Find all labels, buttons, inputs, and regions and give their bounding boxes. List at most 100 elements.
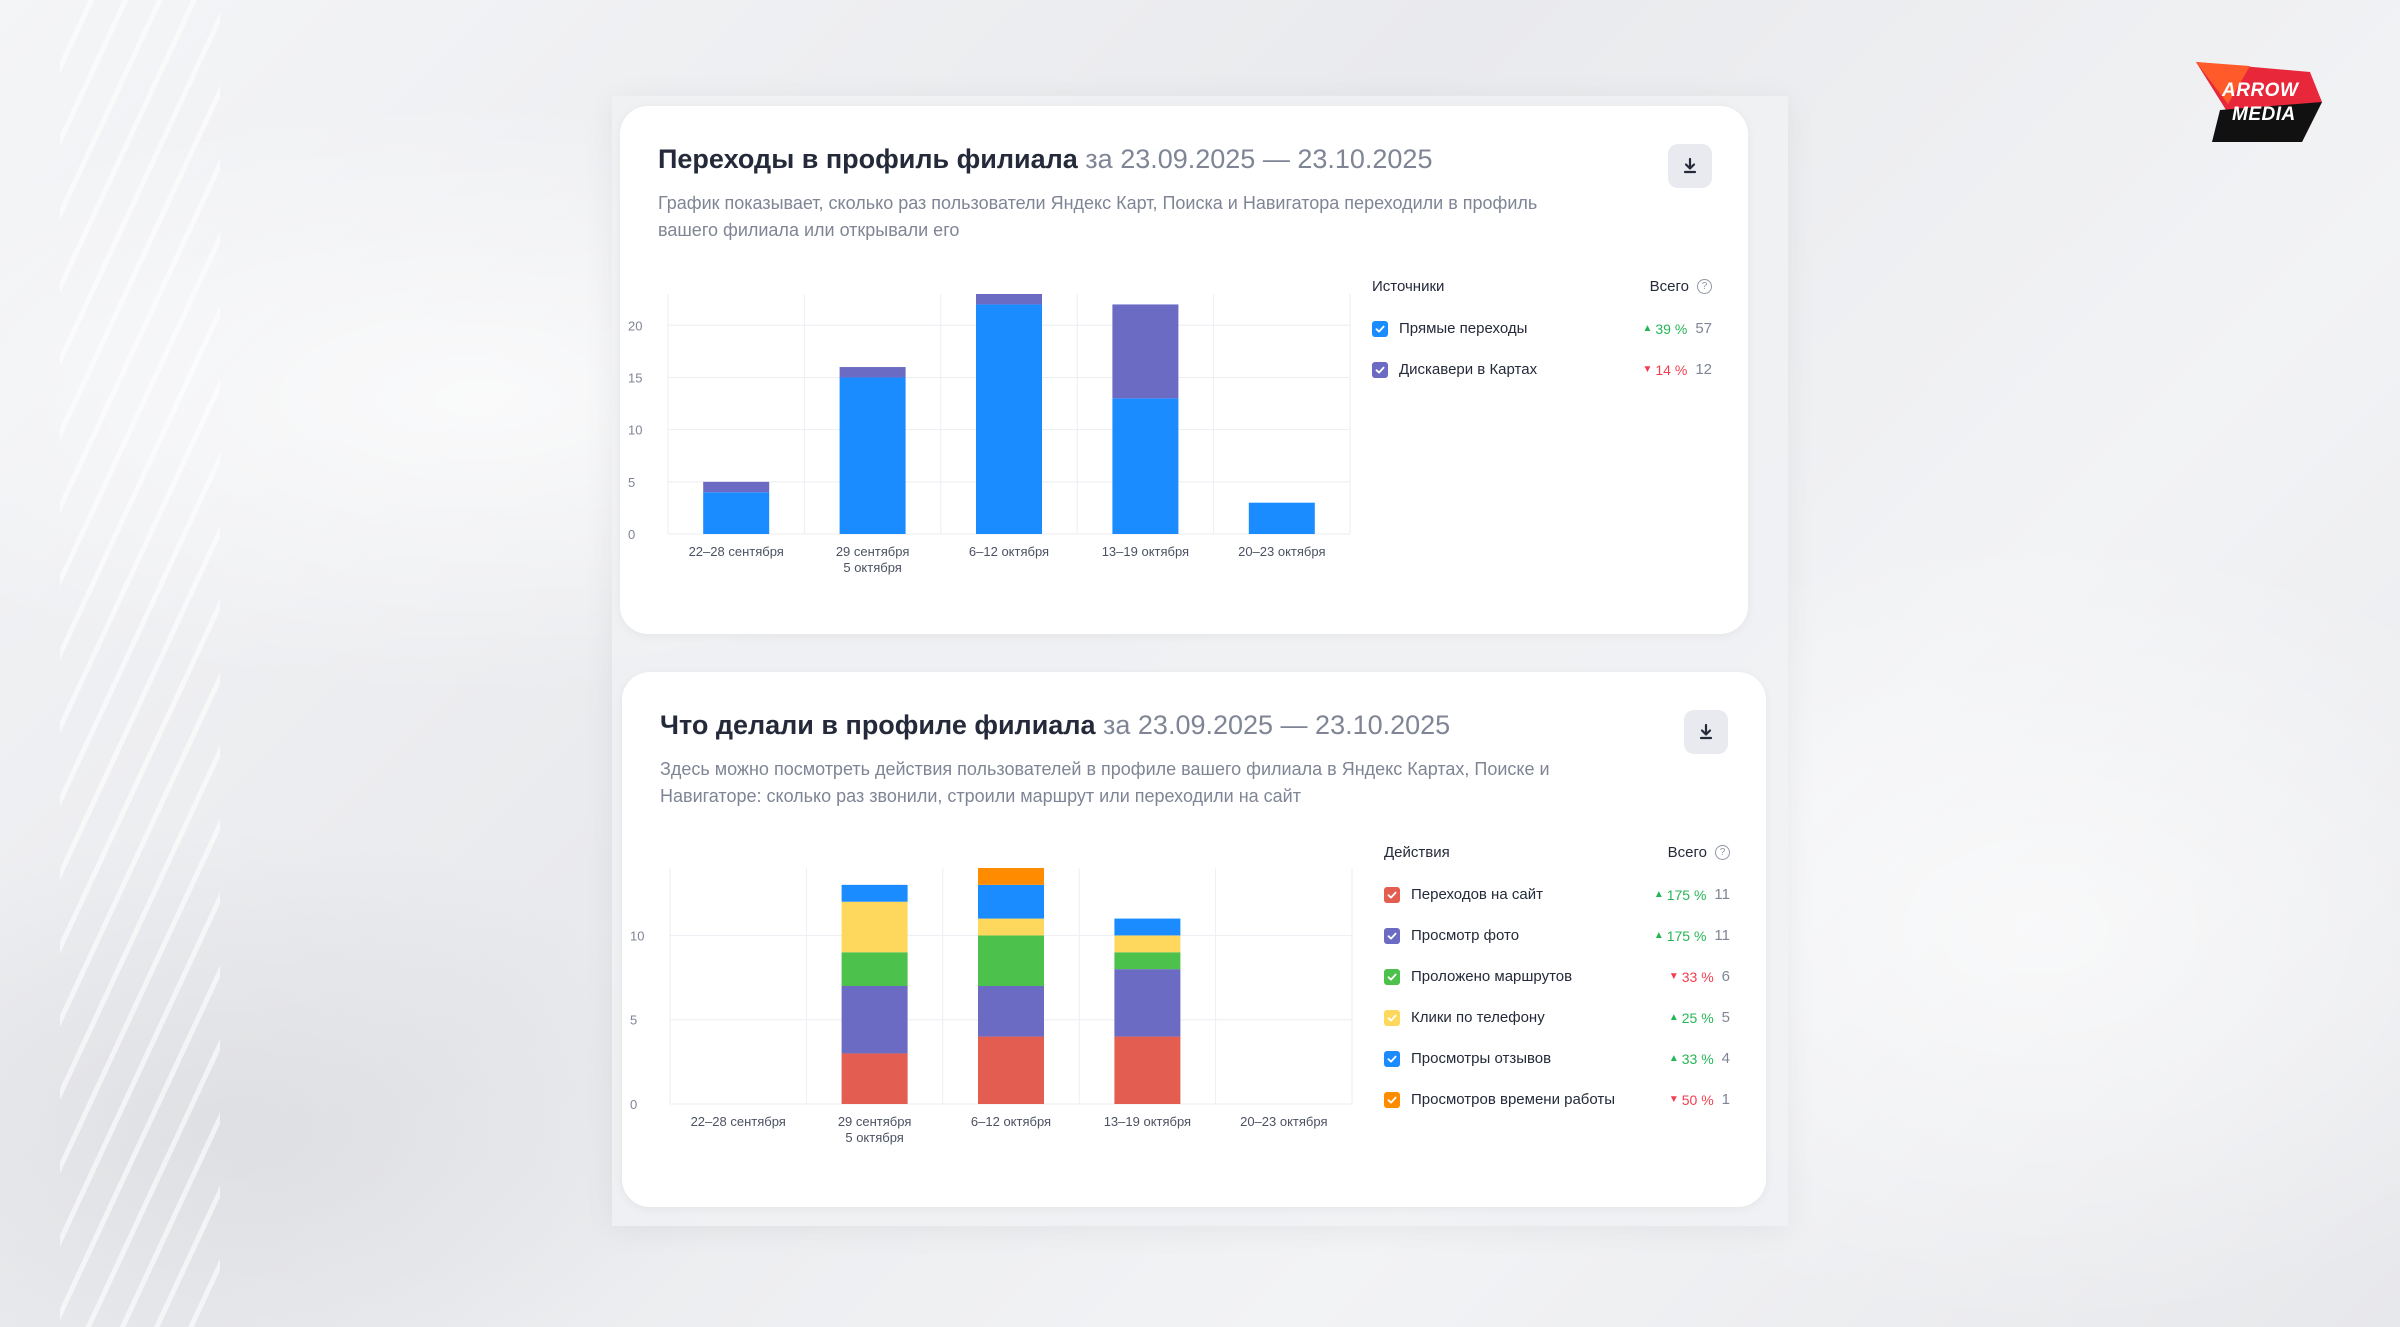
card-title: Что делали в профиле филиала за 23.09.20… [660, 710, 1450, 741]
change-percent: ▲ 175 % [1654, 928, 1707, 944]
title-text: Переходы в профиль филиала [658, 144, 1078, 174]
x-tick-label: 5 октября [845, 1130, 903, 1145]
bar-segment[interactable] [841, 986, 908, 1054]
y-tick-label: 5 [628, 475, 635, 490]
bar-segment[interactable] [1114, 935, 1181, 953]
legend-item[interactable]: Просмотры отзывов ▲ 33 % 4 [1384, 1038, 1730, 1079]
y-tick-label: 0 [630, 1097, 637, 1112]
x-tick-label: 13–19 октября [1102, 544, 1189, 559]
card-title: Переходы в профиль филиала за 23.09.2025… [658, 144, 1432, 175]
bar-segment[interactable] [976, 304, 1042, 534]
legend-item-stats: ▲ 33 % 4 [1669, 1050, 1730, 1067]
bar-segment[interactable] [978, 986, 1044, 1037]
legend-item-label: Просмотры отзывов [1411, 1050, 1552, 1067]
legend-header-label: Действия [1384, 844, 1450, 861]
download-icon [1683, 157, 1697, 174]
bar-segment[interactable] [839, 377, 906, 534]
legend-item-label: Прямые переходы [1399, 320, 1528, 337]
legend-item[interactable]: Дискавери в Картах ▼ 14 % 12 [1372, 349, 1712, 390]
bar-segment[interactable] [1112, 398, 1179, 534]
legend-item[interactable]: Переходов на сайт ▲ 175 % 11 [1384, 874, 1730, 915]
legend-item-label: Переходов на сайт [1411, 886, 1543, 903]
bar-segment[interactable] [976, 294, 1042, 305]
legend-item-label: Просмотров времени работы [1411, 1091, 1616, 1108]
change-percent: ▼ 33 % [1669, 969, 1714, 985]
checkbox-icon[interactable] [1372, 320, 1388, 337]
checkbox-icon[interactable] [1384, 927, 1400, 944]
bar-segment[interactable] [1114, 1036, 1181, 1104]
logo-text-line1: ARROW [2222, 80, 2299, 101]
legend-item[interactable]: Просмотров времени работы ▼ 50 % 1 [1384, 1079, 1730, 1120]
bar-segment[interactable] [978, 884, 1044, 919]
bar-segment[interactable] [1248, 502, 1315, 534]
bar-segment[interactable] [1114, 918, 1181, 936]
bar-segment[interactable] [978, 1036, 1044, 1104]
legend-header: Источники Всего ? [1372, 278, 1712, 300]
change-value: 25 % [1681, 1009, 1714, 1026]
bar-segment[interactable] [839, 367, 906, 378]
checkbox-icon[interactable] [1384, 886, 1400, 903]
change-value: 175 % [1666, 927, 1707, 944]
total-value: 12 [1695, 361, 1712, 378]
checkbox-icon[interactable] [1384, 1091, 1400, 1108]
bar-segment[interactable] [841, 884, 908, 902]
x-tick-label: 13–19 октября [1104, 1114, 1191, 1129]
arrow-up-icon: ▲ [1653, 889, 1664, 900]
title-period: за 23.09.2025 — 23.10.2025 [1103, 710, 1451, 740]
y-tick-label: 20 [628, 318, 642, 333]
x-tick-label: 6–12 октября [971, 1114, 1051, 1129]
actions-legend: Действия Всего ? Переходов на сайт ▲ 175 %… [1384, 844, 1730, 1120]
change-value: 14 % [1655, 361, 1688, 378]
download-button[interactable] [1668, 144, 1712, 188]
bar-segment[interactable] [1114, 952, 1181, 970]
bar-segment[interactable] [978, 868, 1044, 885]
decorative-stripes [60, 0, 220, 1327]
checkbox-icon[interactable] [1384, 1009, 1400, 1026]
total-value: 4 [1721, 1050, 1730, 1067]
legend-item-label: Просмотр фото [1411, 927, 1520, 944]
download-button[interactable] [1684, 710, 1728, 754]
bar-segment[interactable] [841, 901, 908, 953]
checkbox-icon[interactable] [1384, 968, 1400, 985]
bar-segment[interactable] [703, 492, 770, 534]
legend-item[interactable]: Прямые переходы ▲ 39 % 57 [1372, 308, 1712, 349]
help-icon[interactable]: ? [1697, 279, 1712, 294]
help-icon[interactable]: ? [1715, 845, 1730, 860]
checkbox-icon[interactable] [1372, 361, 1388, 378]
legend-rows: Переходов на сайт ▲ 175 % 11 Просмотр фото ▲ 1… [1384, 874, 1730, 1120]
legend-item-stats: ▼ 14 % 12 [1642, 361, 1712, 378]
total-value: 6 [1721, 968, 1730, 985]
legend-item-stats: ▲ 39 % 57 [1642, 320, 1712, 337]
legend-item[interactable]: Проложено маршрутов ▼ 33 % 6 [1384, 956, 1730, 997]
change-percent: ▲ 25 % [1669, 1010, 1714, 1026]
legend-total-header: Всего ? [1668, 844, 1730, 861]
card-description: График показывает, сколько раз пользоват… [658, 193, 1538, 240]
bar-segment[interactable] [703, 481, 770, 493]
arrow-up-icon: ▲ [1668, 1053, 1679, 1064]
change-percent: ▲ 175 % [1654, 887, 1707, 903]
x-tick-label: 6–12 октября [969, 544, 1049, 559]
arrow-up-icon: ▲ [1653, 930, 1664, 941]
x-tick-label: 22–28 сентября [691, 1114, 786, 1129]
legend-item[interactable]: Просмотр фото ▲ 175 % 11 [1384, 915, 1730, 956]
legend-item-stats: ▲ 175 % 11 [1654, 927, 1730, 944]
bar-segment[interactable] [1112, 304, 1179, 399]
y-tick-label: 0 [628, 527, 635, 542]
change-value: 50 % [1681, 1091, 1714, 1108]
legend-item-label: Дискавери в Картах [1399, 361, 1538, 378]
bar-segment[interactable] [978, 935, 1044, 986]
legend-header-label: Источники [1372, 278, 1445, 295]
x-tick-label: 20–23 октября [1238, 544, 1325, 559]
bar-segment[interactable] [841, 952, 908, 986]
total-value: 1 [1721, 1091, 1730, 1108]
checkbox-icon[interactable] [1384, 1050, 1400, 1067]
arrow-media-logo: ARROW MEDIA [2190, 58, 2330, 146]
y-tick-label: 10 [628, 423, 642, 438]
bar-segment[interactable] [978, 918, 1044, 936]
bar-segment[interactable] [841, 1053, 908, 1104]
bar-segment[interactable] [1114, 969, 1181, 1037]
y-tick-label: 10 [630, 928, 644, 943]
legend-item[interactable]: Клики по телефону ▲ 25 % 5 [1384, 997, 1730, 1038]
arrow-up-icon: ▲ [1668, 1012, 1679, 1023]
